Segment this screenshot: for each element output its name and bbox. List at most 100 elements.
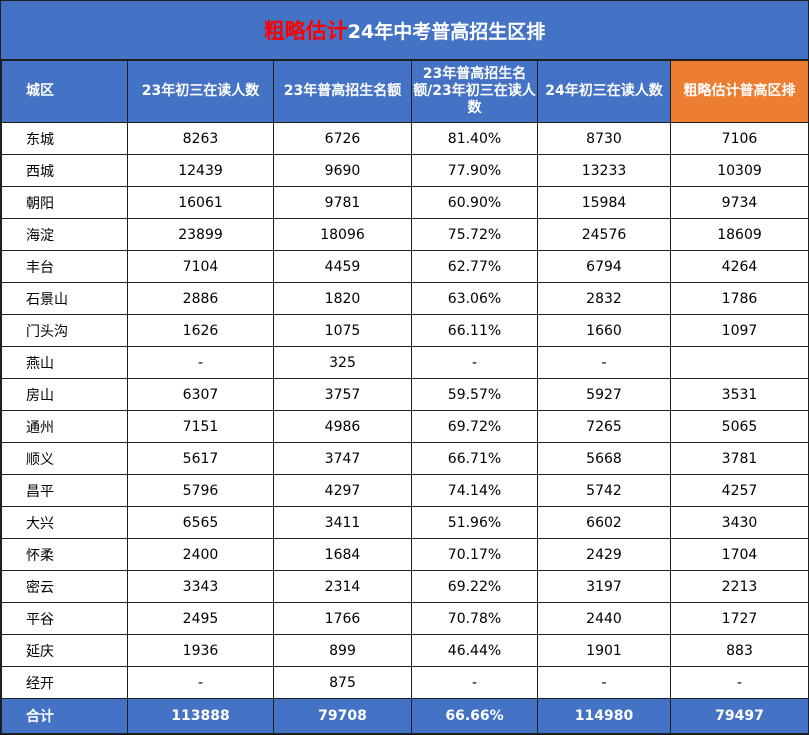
students-23-cell: 1626 [127,314,274,347]
district-cell: 大兴 [1,506,128,539]
ratio-23-cell: 70.17% [411,538,538,571]
quota-23-cell: 325 [273,346,412,379]
header-district: 城区 [1,60,128,123]
estimate-cell: 1727 [670,602,809,635]
students-23-cell: - [127,666,274,699]
students-24-cell: 1901 [537,634,671,667]
table-row: 顺义 5617 3747 66.71% 5668 3781 [1,442,809,475]
quota-23-cell: 18096 [273,218,412,251]
total-quota-23: 79708 [273,698,412,734]
ratio-23-cell: 66.71% [411,442,538,475]
students-23-cell: 2495 [127,602,274,635]
students-24-cell: 2440 [537,602,671,635]
ratio-23-cell: 69.22% [411,570,538,603]
header-students-24: 24年初三在读人数 [537,60,671,123]
students-24-cell: 1660 [537,314,671,347]
students-24-cell: - [537,346,671,379]
data-table: 城区 23年初三在读人数 23年普高招生名额 23年普高招生名额/23年初三在读… [1,60,809,734]
ratio-23-cell: 74.14% [411,474,538,507]
estimate-cell: 4257 [670,474,809,507]
estimate-cell: 9734 [670,186,809,219]
quota-23-cell: 3747 [273,442,412,475]
district-cell: 东城 [1,122,128,155]
table-row: 大兴 6565 3411 51.96% 6602 3430 [1,506,809,539]
header-row: 城区 23年初三在读人数 23年普高招生名额 23年普高招生名额/23年初三在读… [1,60,809,123]
students-23-cell: 7104 [127,250,274,283]
quota-23-cell: 875 [273,666,412,699]
estimate-cell: 10309 [670,154,809,187]
quota-23-cell: 3757 [273,378,412,411]
students-23-cell: 12439 [127,154,274,187]
district-cell: 怀柔 [1,538,128,571]
students-24-cell: - [537,666,671,699]
district-cell: 平谷 [1,602,128,635]
students-23-cell: 8263 [127,122,274,155]
students-24-cell: 15984 [537,186,671,219]
estimate-cell [670,346,809,379]
table-row: 昌平 5796 4297 74.14% 5742 4257 [1,474,809,507]
ratio-23-cell: 60.90% [411,186,538,219]
district-cell: 朝阳 [1,186,128,219]
district-cell: 密云 [1,570,128,603]
students-23-cell: 23899 [127,218,274,251]
estimate-cell: 3781 [670,442,809,475]
students-23-cell: 6307 [127,378,274,411]
students-24-cell: 3197 [537,570,671,603]
students-24-cell: 5668 [537,442,671,475]
quota-23-cell: 1075 [273,314,412,347]
students-24-cell: 6602 [537,506,671,539]
ratio-23-cell: 66.11% [411,314,538,347]
header-estimate: 粗略估计普高区排 [670,60,809,123]
table-row: 平谷 2495 1766 70.78% 2440 1727 [1,602,809,635]
estimate-cell: 1786 [670,282,809,315]
table-body: 东城 8263 6726 81.40% 8730 7106 西城 12439 9690 77.90… [1,122,809,699]
total-label: 合计 [1,698,128,734]
total-ratio-23: 66.66% [411,698,538,734]
ratio-23-cell: 75.72% [411,218,538,251]
table-row: 石景山 2886 1820 63.06% 2832 1786 [1,282,809,315]
district-cell: 门头沟 [1,314,128,347]
students-23-cell: 7151 [127,410,274,443]
students-23-cell: 3343 [127,570,274,603]
ratio-23-cell: 70.78% [411,602,538,635]
table-row: 西城 12439 9690 77.90% 13233 10309 [1,154,809,187]
ratio-23-cell: 62.77% [411,250,538,283]
quota-23-cell: 4459 [273,250,412,283]
quota-23-cell: 4986 [273,410,412,443]
estimate-cell: 883 [670,634,809,667]
estimate-cell: 18609 [670,218,809,251]
table-row: 朝阳 16061 9781 60.90% 15984 9734 [1,186,809,219]
district-cell: 房山 [1,378,128,411]
table-row: 东城 8263 6726 81.40% 8730 7106 [1,122,809,155]
ratio-23-cell: 81.40% [411,122,538,155]
table-row: 丰台 7104 4459 62.77% 6794 4264 [1,250,809,283]
district-cell: 顺义 [1,442,128,475]
estimate-cell: 1097 [670,314,809,347]
table-row: 燕山 -325- - [1,346,809,379]
students-24-cell: 8730 [537,122,671,155]
ratio-23-cell: - [411,346,538,379]
total-estimate: 79497 [670,698,809,734]
header-ratio-23: 23年普高招生名额/23年初三在读人数 [411,60,538,123]
district-cell: 昌平 [1,474,128,507]
quota-23-cell: 899 [273,634,412,667]
table-row: 密云 3343 2314 69.22% 3197 2213 [1,570,809,603]
students-24-cell: 2832 [537,282,671,315]
table-row: 通州 7151 4986 69.72% 7265 5065 [1,410,809,443]
quota-23-cell: 9690 [273,154,412,187]
quota-23-cell: 1684 [273,538,412,571]
students-24-cell: 24576 [537,218,671,251]
estimate-cell: 7106 [670,122,809,155]
table-row: 经开 -875- - - [1,666,809,699]
table-row: 怀柔 2400 1684 70.17% 2429 1704 [1,538,809,571]
title-main: 24年中考普高招生区排 [347,20,546,43]
total-row: 合计 113888 79708 66.66% 114980 79497 [1,698,809,734]
estimate-cell: 3531 [670,378,809,411]
district-cell: 燕山 [1,346,128,379]
district-cell: 海淀 [1,218,128,251]
ratio-23-cell: 77.90% [411,154,538,187]
table-row: 延庆 1936 899 46.44% 1901 883 [1,634,809,667]
estimate-cell: 4264 [670,250,809,283]
estimate-cell: 1704 [670,538,809,571]
